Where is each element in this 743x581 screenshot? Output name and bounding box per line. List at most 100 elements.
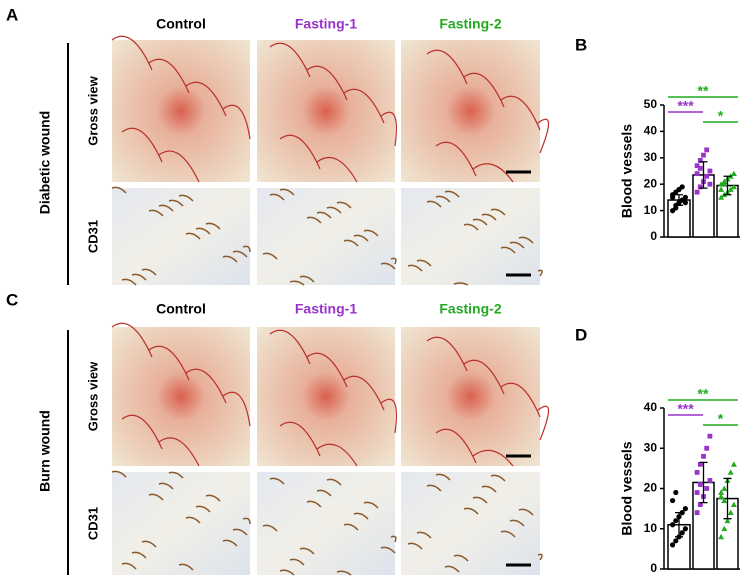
stained-vessel (326, 478, 342, 486)
column-header: Control (156, 301, 206, 317)
data-point (673, 205, 679, 211)
stained-vessel (463, 223, 479, 231)
data-point (727, 509, 734, 516)
stained-vessel (380, 262, 396, 270)
vein (279, 421, 321, 457)
data-point (701, 152, 706, 158)
data-point (727, 186, 734, 192)
data-point (730, 461, 737, 467)
error-bar (699, 161, 708, 189)
y-tick-label: 20 (644, 176, 658, 190)
stained-vessel (195, 505, 211, 513)
data-point (718, 493, 725, 499)
stained-vessel (242, 245, 251, 253)
data-point (670, 542, 676, 548)
stained-vessel (279, 569, 295, 576)
data-point (670, 497, 676, 504)
vein (222, 104, 251, 140)
stained-vessel (490, 208, 506, 216)
stained-vessel (481, 485, 497, 493)
stained-vessel (232, 528, 248, 536)
data-point (670, 194, 676, 200)
data-point (697, 158, 703, 163)
gross-image (401, 40, 540, 182)
stained-vessel (444, 190, 460, 198)
data-point (694, 189, 700, 195)
stained-vessel (242, 517, 251, 525)
data-point (694, 490, 700, 495)
data-point (697, 461, 703, 467)
data-point (724, 517, 731, 524)
stained-vessel (426, 484, 442, 492)
stained-vessel (343, 239, 359, 247)
row-label: CD31 (85, 507, 100, 540)
row-label: Gross view (85, 361, 100, 431)
stained-vessel (262, 252, 278, 260)
stained-vessel (435, 473, 451, 481)
stained-vessel (426, 200, 442, 208)
stained-vessel (289, 280, 305, 286)
stained-vessel (390, 535, 397, 543)
cd31-image (112, 188, 250, 285)
vein (343, 88, 385, 124)
vein (158, 150, 200, 183)
vein (269, 42, 311, 78)
stained-vessel (353, 234, 369, 242)
stained-vessel (195, 227, 211, 235)
data-point (730, 501, 737, 507)
y-axis-title: Blood vessels (619, 124, 635, 218)
data-point (682, 526, 689, 532)
data-point (704, 173, 710, 179)
y-tick-label: 30 (644, 440, 658, 454)
gross-image (257, 327, 395, 466)
stained-vessel (336, 570, 352, 576)
data-point (707, 478, 713, 483)
data-point (682, 194, 689, 200)
data-point (721, 485, 728, 491)
y-tick-label: 30 (644, 150, 658, 164)
stained-vessel (141, 540, 157, 548)
data-point (718, 186, 725, 192)
stained-vessel (316, 489, 332, 497)
data-point (727, 469, 734, 475)
stained-vessel (222, 539, 238, 547)
cd31-image (401, 472, 540, 575)
stained-vessel (390, 257, 397, 265)
vein (121, 414, 163, 450)
y-tick-label: 0 (650, 229, 657, 243)
data-point (694, 163, 700, 169)
stained-vessel (500, 530, 516, 538)
panel-label: D (575, 325, 587, 344)
vein (537, 118, 550, 154)
data-point (704, 486, 710, 491)
data-point (670, 522, 676, 528)
column-header: Fasting-2 (439, 301, 501, 317)
stained-vessel (316, 211, 332, 219)
stained-vessel (158, 482, 174, 490)
data-point (707, 168, 713, 174)
vein (537, 405, 550, 441)
data-point (718, 194, 725, 200)
stained-vessel (131, 273, 147, 281)
data-point (721, 497, 728, 503)
vein (343, 375, 385, 411)
column-header: Fasting-1 (295, 301, 357, 317)
stained-vessel (141, 268, 157, 276)
stained-vessel (232, 250, 248, 258)
vein (185, 368, 227, 404)
stained-vessel (279, 188, 295, 196)
stained-vessel (148, 209, 164, 217)
significance-label: * (718, 108, 724, 124)
cd31-image (257, 188, 395, 285)
vein (463, 72, 505, 108)
vein (500, 95, 541, 131)
vein (306, 65, 348, 101)
stained-vessel (178, 194, 194, 202)
panel-label: C (6, 290, 18, 309)
stained-vessel (121, 278, 137, 286)
data-point (673, 489, 679, 496)
stained-vessel (185, 232, 201, 240)
stained-vessel (463, 507, 479, 515)
stained-vessel (269, 193, 285, 201)
stained-vessel (435, 195, 451, 203)
